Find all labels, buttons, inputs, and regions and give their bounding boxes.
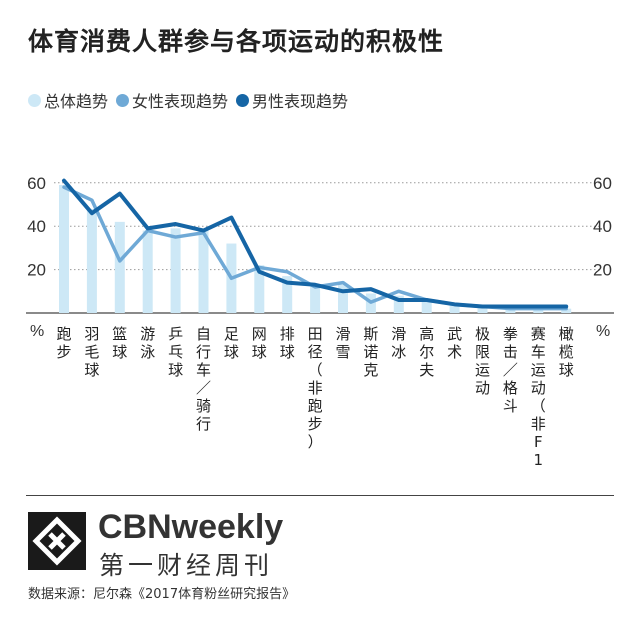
legend-label-female: 女性表现趋势 [132,92,229,111]
cbn-logo [28,512,86,570]
x-tick-label: 排球 [280,325,295,361]
y-tick-label-right: 40 [593,217,612,236]
legend: 总体趋势 女性表现趋势 男性表现趋势 [28,88,356,112]
y-tick-label-left: 20 [27,261,46,280]
legend-swatch-female [116,93,130,107]
data-source: 数据来源：尼尔森《2017体育粉丝研究报告》 [28,587,296,602]
x-tick-label: 乒乓球 [168,325,183,379]
legend-label-overall: 总体趋势 [44,92,109,111]
legend-item-overall: 总体趋势 [28,88,108,112]
chart-title: 体育消费人群参与各项运动的积极性 [28,27,445,56]
y-tick-label-right: 20 [593,261,612,280]
x-tick-label: 赛车运动（非F1） [531,325,546,470]
bar-overall [505,308,516,313]
brand-name-cn: 第一财经周刊 [99,551,274,580]
x-tick-label: 高尔夫 [419,325,434,379]
y-tick-label-left: 40 [27,217,46,236]
x-tick-label: 极限运动 [475,325,490,397]
x-tick-label: 自行车／骑行 [196,325,211,433]
y-tick-label-right: 60 [593,174,612,193]
x-tick-label: 斯诺克 [363,325,378,379]
bar-overall [198,230,209,313]
y-unit-label-right: % [596,323,610,340]
bar-overall [561,308,572,313]
legend-swatch-overall [28,93,41,107]
x-tick-label: 拳击／格斗 [503,325,518,415]
bar-overall [59,184,69,313]
bar-overall [86,208,97,313]
x-tick-label: 羽毛球 [84,325,99,379]
bar-overall [310,284,321,313]
legend-swatch-male [236,93,250,107]
bar-overall [114,221,125,313]
x-tick-label: 田径（非跑步） [308,325,323,451]
bar-overall [393,295,404,313]
x-tick-label: 网球 [252,325,267,361]
bar-overall [533,308,544,313]
x-tick-label: 跑步 [56,325,71,361]
bar-overall [170,228,181,313]
bar-overall [477,306,488,313]
chart-plot: 20 20 40 40 60 60% % 跑步羽毛球篮球游泳乒乓球自行车／骑行足球网球排球田径… [26,174,614,470]
y-unit-label-left: % [30,323,44,340]
y-tick-label-left: 60 [27,174,46,193]
x-tick-label: 滑冰 [391,325,406,361]
bar-overall [282,276,293,313]
bar-overall [142,230,153,313]
x-tick-label: 篮球 [112,325,127,361]
legend-label-male: 男性表现趋势 [252,92,349,111]
legend-item-male: 男性表现趋势 [236,88,348,112]
footer-divider [26,495,614,496]
legend-item-female: 女性表现趋势 [116,88,228,112]
x-tick-label: 武术 [447,325,462,361]
bar-overall [338,284,348,313]
cbn-logo-icon [32,516,82,566]
bar-overall [449,304,460,313]
x-tick-label: 滑雪 [335,325,350,361]
brand-name: CBNweekly [98,508,284,546]
x-tick-label: 游泳 [140,325,155,361]
x-tick-label: 橄榄球 [559,325,574,379]
x-tick-label: 足球 [224,325,239,361]
bar-overall [421,299,432,313]
bar-overall [254,265,265,313]
